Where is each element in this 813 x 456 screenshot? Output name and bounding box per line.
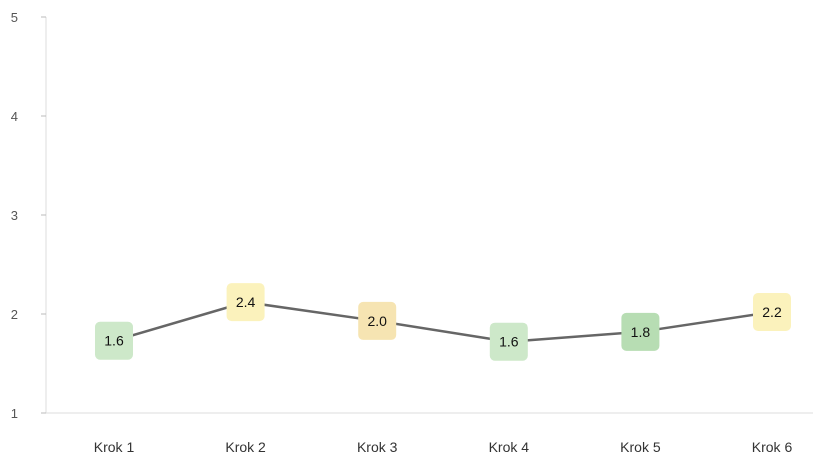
data-point-marker — [95, 321, 133, 360]
x-tick-label: Krok 3 — [357, 439, 398, 455]
data-point-label: 1.6 — [104, 333, 124, 349]
data-point-marker — [621, 312, 660, 351]
data-point-marker — [358, 301, 397, 340]
x-tick-label: Krok 6 — [752, 439, 793, 455]
data-point-label: 1.6 — [499, 334, 519, 350]
x-tick-label: Krok 1 — [94, 439, 135, 455]
x-tick-label: Krok 2 — [225, 439, 266, 455]
y-tick-label: 5 — [11, 10, 18, 25]
data-point-label: 2.2 — [762, 304, 782, 320]
x-tick-label: Krok 4 — [489, 439, 530, 455]
x-tick-label: Krok 5 — [620, 439, 661, 455]
y-tick-label: 2 — [11, 307, 18, 322]
data-point-marker — [226, 283, 265, 322]
data-point-marker — [753, 293, 791, 332]
y-tick-label: 3 — [11, 208, 18, 223]
data-point-label: 2.0 — [367, 313, 387, 329]
y-tick-label: 4 — [11, 109, 18, 124]
data-point-label: 1.8 — [631, 324, 651, 340]
series-line — [113, 300, 773, 343]
y-tick-label: 1 — [11, 406, 18, 421]
data-point-marker — [489, 322, 528, 361]
data-point-label: 2.4 — [236, 294, 256, 310]
